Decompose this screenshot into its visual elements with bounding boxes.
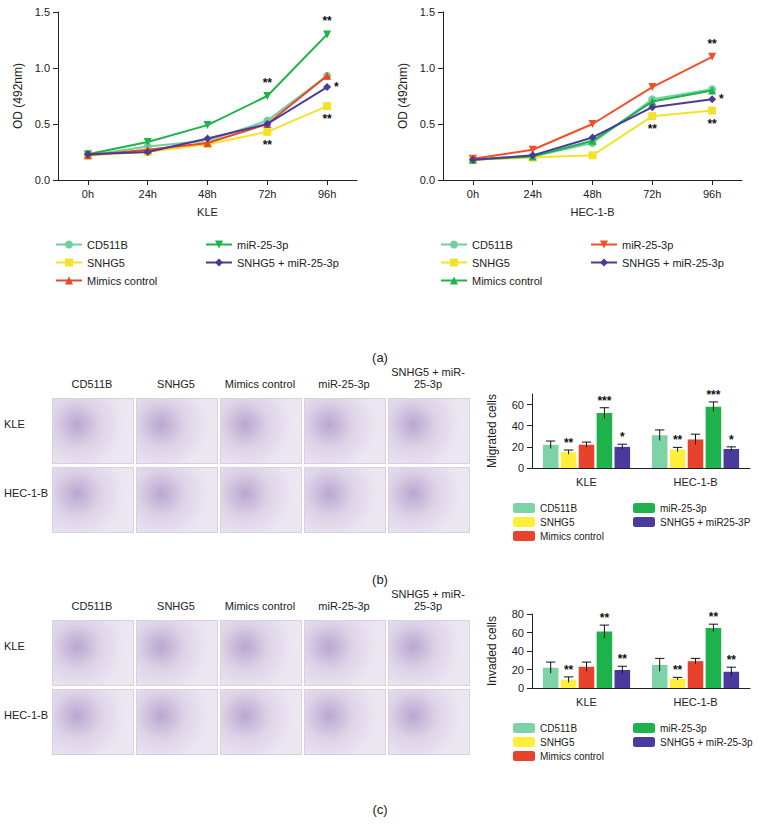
html-text:SNHG5: SNHG5	[157, 378, 195, 390]
svg-text:SNHG5 + miR-25-3p: SNHG5 + miR-25-3p	[237, 257, 339, 269]
svg-text:Mimics control: Mimics control	[472, 275, 542, 287]
svg-text:60: 60	[512, 399, 524, 411]
svg-text:1.5: 1.5	[420, 6, 435, 18]
svg-text:Migrated cells: Migrated cells	[485, 394, 499, 468]
html-text:Mimics control: Mimics control	[224, 378, 296, 390]
svg-text:*: *	[334, 80, 339, 94]
svg-text:1.5: 1.5	[35, 6, 50, 18]
svg-text:**: **	[707, 37, 717, 51]
svg-text:CD511B: CD511B	[540, 503, 577, 514]
svg-text:CD511B: CD511B	[472, 239, 513, 251]
svg-text:48h: 48h	[583, 188, 601, 200]
svg-text:**: **	[707, 117, 717, 131]
svg-text:20: 20	[512, 664, 524, 676]
svg-text:24h: 24h	[524, 188, 542, 200]
html-text:CD511B: CD511B	[71, 600, 113, 612]
svg-text:**: **	[600, 611, 610, 625]
svg-text:KLE: KLE	[576, 476, 597, 488]
svg-text:*: *	[729, 433, 734, 447]
html-text:HEC-1-B: HEC-1-B	[4, 709, 48, 721]
svg-text:***: ***	[706, 388, 720, 402]
svg-text:*: *	[719, 92, 724, 106]
svg-text:OD (492nm): OD (492nm)	[396, 63, 410, 129]
html-text:(b): (b)	[372, 572, 388, 587]
svg-text:HEC-1-B: HEC-1-B	[673, 476, 717, 488]
svg-text:40: 40	[512, 645, 524, 657]
svg-text:0h: 0h	[467, 188, 479, 200]
svg-text:SNHG5: SNHG5	[87, 257, 125, 269]
svg-text:miR-25-3p: miR-25-3p	[237, 239, 288, 251]
html-text:Mimics control: Mimics control	[224, 600, 296, 612]
svg-text:72h: 72h	[258, 188, 276, 200]
svg-text:0h: 0h	[82, 188, 94, 200]
svg-text:SNHG5: SNHG5	[472, 257, 510, 269]
svg-text:**: **	[564, 436, 574, 450]
svg-text:0.5: 0.5	[420, 118, 435, 130]
svg-text:**: **	[727, 653, 737, 667]
svg-text:**: **	[263, 138, 273, 152]
svg-text:40: 40	[512, 420, 524, 432]
svg-text:**: **	[322, 112, 332, 126]
svg-text:*: *	[620, 430, 625, 444]
svg-text:0: 0	[518, 462, 524, 474]
html-text:miR-25-3p: miR-25-3p	[318, 600, 370, 612]
svg-text:20: 20	[512, 441, 524, 453]
svg-text:72h: 72h	[643, 188, 661, 200]
svg-text:HEC-1-B: HEC-1-B	[673, 696, 717, 708]
svg-text:0.5: 0.5	[35, 118, 50, 130]
html-text:HEC-1-B: HEC-1-B	[4, 487, 48, 499]
svg-text:**: **	[618, 652, 628, 666]
svg-text:0.0: 0.0	[35, 174, 50, 186]
html-text:SNHG5 + miR-25-3p: SNHG5 + miR-25-3p	[391, 588, 465, 612]
svg-text:80: 80	[512, 608, 524, 620]
svg-text:Mimics control: Mimics control	[540, 751, 604, 762]
svg-text:SNHG5: SNHG5	[540, 517, 575, 528]
svg-text:miR-25-3p: miR-25-3p	[660, 503, 707, 514]
svg-text:SNHG5 + miR25-3P: SNHG5 + miR25-3P	[660, 517, 751, 528]
svg-text:**: **	[564, 663, 574, 677]
svg-text:CD511B: CD511B	[540, 723, 577, 734]
svg-text:**: **	[709, 610, 719, 624]
html-text:CD511B: CD511B	[71, 378, 113, 390]
svg-text:SNHG5 + miR-25-3p: SNHG5 + miR-25-3p	[622, 257, 724, 269]
svg-text:1.0: 1.0	[420, 62, 435, 74]
svg-text:96h: 96h	[703, 188, 721, 200]
html-text:miR-25-3p: miR-25-3p	[318, 378, 370, 390]
html-text:(a): (a)	[372, 350, 388, 365]
svg-text:0: 0	[518, 682, 524, 694]
svg-text:1.0: 1.0	[35, 62, 50, 74]
svg-text:24h: 24h	[139, 188, 157, 200]
svg-text:**: **	[648, 122, 658, 136]
svg-text:KLE: KLE	[197, 206, 218, 218]
svg-text:CD511B: CD511B	[87, 239, 128, 251]
svg-text:miR-25-3p: miR-25-3p	[660, 723, 707, 734]
svg-text:**: **	[673, 433, 683, 447]
svg-text:SNHG5 + miR-25-3p: SNHG5 + miR-25-3p	[660, 737, 753, 748]
svg-text:miR-25-3p: miR-25-3p	[622, 239, 673, 251]
svg-text:48h: 48h	[198, 188, 216, 200]
svg-text:Mimics control: Mimics control	[540, 531, 604, 542]
html-text:(c): (c)	[372, 802, 388, 817]
svg-text:KLE: KLE	[576, 696, 597, 708]
svg-text:**: **	[673, 663, 683, 677]
svg-text:**: **	[263, 76, 273, 90]
html-text:SNHG5: SNHG5	[157, 600, 195, 612]
html-text:KLE: KLE	[4, 640, 25, 652]
svg-text:HEC-1-B: HEC-1-B	[570, 206, 614, 218]
svg-text:**: **	[322, 14, 332, 28]
svg-text:Mimics control: Mimics control	[87, 275, 157, 287]
svg-text:Invaded cells: Invaded cells	[485, 616, 499, 686]
html-text:SNHG5 + miR-25-3p: SNHG5 + miR-25-3p	[391, 366, 465, 390]
svg-text:0.0: 0.0	[420, 174, 435, 186]
svg-text:***: ***	[597, 394, 611, 408]
svg-text:96h: 96h	[318, 188, 336, 200]
html-text:KLE: KLE	[4, 418, 25, 430]
svg-text:OD (492nm): OD (492nm)	[11, 63, 25, 129]
svg-text:60: 60	[512, 627, 524, 639]
svg-text:SNHG5: SNHG5	[540, 737, 575, 748]
